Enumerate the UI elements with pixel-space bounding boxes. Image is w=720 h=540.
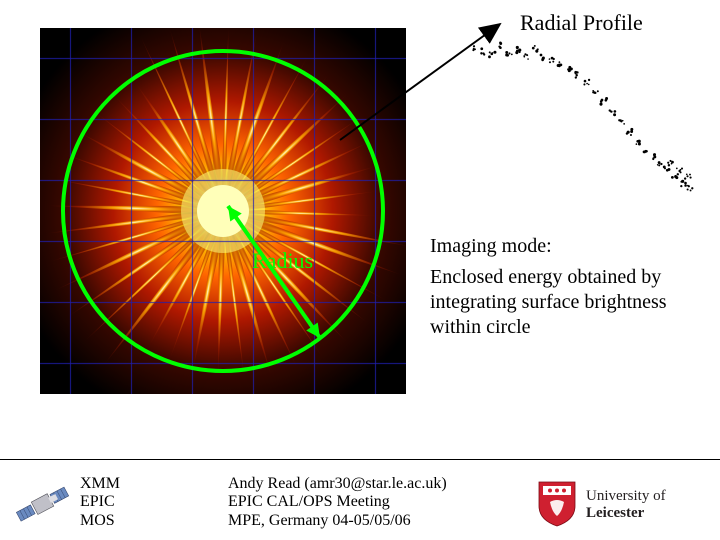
psf-svg	[40, 28, 406, 394]
footer-epic: EPIC	[80, 493, 120, 511]
university-shield-icon	[536, 478, 578, 528]
footer-c3: MPE, Germany 04-05/05/06	[228, 512, 447, 530]
radial-profile-plot	[470, 28, 700, 198]
footer-c1: Andy Read (amr30@star.le.ac.uk)	[228, 475, 447, 493]
uni1: University of	[586, 488, 702, 505]
footer: XMM EPIC MOS Andy Read (amr30@star.le.ac…	[0, 459, 720, 540]
footer-mos: MOS	[80, 512, 120, 530]
description: Imaging mode: Enclosed energy obtained b…	[430, 234, 710, 340]
footer-left: XMM EPIC MOS	[80, 475, 120, 530]
psf-image	[40, 28, 406, 394]
satellite-icon	[14, 480, 72, 530]
desc-para: Enclosed energy obtained by integrating …	[430, 265, 710, 340]
radius-label: Radius	[252, 248, 313, 274]
university-text: University of Leicester	[586, 488, 702, 523]
uni2: Leicester	[586, 505, 702, 522]
footer-c2: EPIC CAL/OPS Meeting	[228, 493, 447, 511]
desc-line1: Imaging mode:	[430, 234, 710, 259]
footer-center: Andy Read (amr30@star.le.ac.uk) EPIC CAL…	[228, 475, 447, 530]
footer-xmm: XMM	[80, 475, 120, 493]
